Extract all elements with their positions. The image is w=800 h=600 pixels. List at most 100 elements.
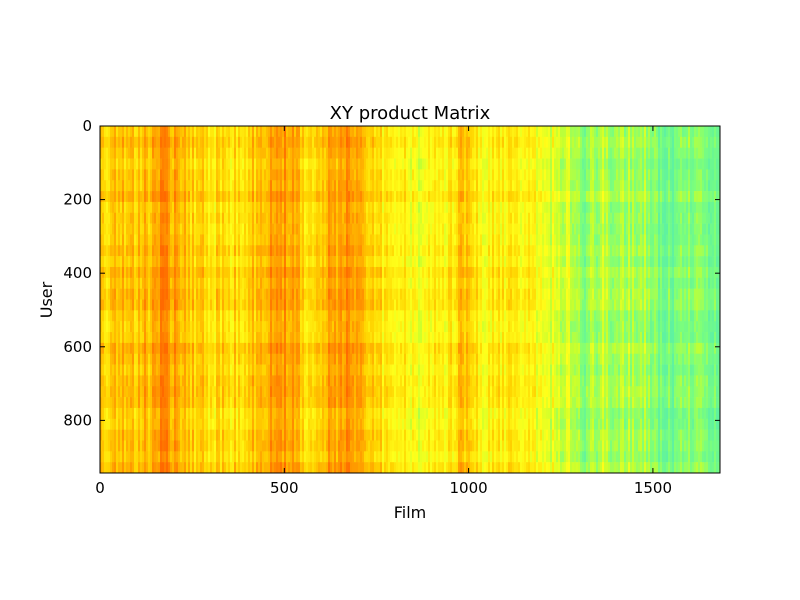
heatmap-cell xyxy=(326,353,329,365)
heatmap-cell xyxy=(218,212,221,224)
heatmap-cell xyxy=(114,462,117,474)
heatmap-cell xyxy=(272,288,275,300)
heatmap-cell xyxy=(114,407,117,420)
heatmap-cell xyxy=(158,429,161,441)
heatmap-cell xyxy=(356,136,359,148)
heatmap-cell xyxy=(278,245,281,257)
heatmap-cell xyxy=(222,147,225,159)
heatmap-cell xyxy=(114,386,117,398)
heatmap-cell xyxy=(160,397,163,409)
heatmap-cell xyxy=(228,310,231,322)
heatmap-cell xyxy=(360,201,363,214)
heatmap-cell xyxy=(144,223,147,235)
heatmap-cell xyxy=(398,332,401,344)
heatmap-cell xyxy=(216,332,219,344)
heatmap-cell xyxy=(226,375,229,387)
heatmap-cell xyxy=(286,375,289,387)
heatmap-cell xyxy=(102,375,105,387)
heatmap-cell xyxy=(136,212,139,224)
heatmap-cell xyxy=(356,277,359,289)
heatmap-cell xyxy=(198,201,201,214)
heatmap-cell xyxy=(156,418,159,430)
heatmap-cell xyxy=(252,266,255,279)
heatmap-cell xyxy=(386,342,389,355)
heatmap-cell xyxy=(348,288,351,300)
heatmap-cell xyxy=(362,288,365,300)
heatmap-cell xyxy=(346,180,349,192)
heatmap-cell xyxy=(248,375,251,387)
heatmap-cell xyxy=(242,462,245,474)
heatmap-cell xyxy=(124,429,127,441)
heatmap-cell xyxy=(372,321,375,333)
heatmap-cell xyxy=(160,136,163,148)
heatmap-cell xyxy=(156,223,159,235)
heatmap-cell xyxy=(400,234,403,246)
heatmap-cell xyxy=(128,342,131,355)
heatmap-cell xyxy=(350,180,353,192)
heatmap-cell xyxy=(254,364,257,376)
heatmap-cell xyxy=(248,169,251,181)
heatmap-cell xyxy=(196,147,199,159)
heatmap-cell xyxy=(286,451,289,463)
heatmap-cell xyxy=(312,191,315,203)
heatmap-cell xyxy=(230,299,233,311)
heatmap-cell xyxy=(122,191,125,203)
heatmap-cell xyxy=(396,288,399,300)
heatmap-cell xyxy=(194,342,197,355)
heatmap-cell xyxy=(132,321,135,333)
heatmap-cell xyxy=(288,418,291,430)
heatmap-cell xyxy=(118,440,121,452)
heatmap-cell xyxy=(354,126,357,138)
heatmap-cell xyxy=(262,321,265,333)
heatmap-cell xyxy=(364,169,367,181)
heatmap-cell xyxy=(142,136,145,148)
heatmap-cell xyxy=(232,126,235,138)
heatmap-cell xyxy=(248,212,251,224)
heatmap-cell xyxy=(324,397,327,409)
heatmap-cell xyxy=(104,266,107,279)
heatmap-cell xyxy=(368,299,371,311)
heatmap-cell xyxy=(386,386,389,398)
heatmap-cell xyxy=(214,375,217,387)
heatmap-cell xyxy=(172,277,175,289)
heatmap-cell xyxy=(136,201,139,214)
heatmap-cell xyxy=(158,169,161,181)
heatmap-cell xyxy=(194,386,197,398)
heatmap-cell xyxy=(138,332,141,344)
heatmap-cell xyxy=(248,451,251,463)
heatmap-cell xyxy=(266,277,269,289)
heatmap-cell xyxy=(224,212,227,224)
heatmap-cell xyxy=(248,234,251,246)
heatmap-cell xyxy=(252,342,255,355)
heatmap-cell xyxy=(122,342,125,355)
heatmap-cell xyxy=(128,158,131,170)
heatmap-cell xyxy=(178,353,181,365)
heatmap-cell xyxy=(232,288,235,300)
heatmap-cell xyxy=(374,386,377,398)
heatmap-cell xyxy=(350,353,353,365)
heatmap-cell xyxy=(146,397,149,409)
heatmap-cell xyxy=(154,321,157,333)
heatmap-cell xyxy=(346,353,349,365)
heatmap-cell xyxy=(110,418,113,430)
heatmap-cell xyxy=(248,321,251,333)
heatmap-cell xyxy=(348,299,351,311)
heatmap-cell xyxy=(382,364,385,376)
heatmap-cell xyxy=(344,451,347,463)
heatmap-cell xyxy=(206,277,209,289)
heatmap-cell xyxy=(324,180,327,192)
heatmap-cell xyxy=(380,440,383,452)
heatmap-cell xyxy=(278,332,281,344)
heatmap-cell xyxy=(396,397,399,409)
heatmap-cell xyxy=(370,353,373,365)
heatmap-cell xyxy=(324,407,327,420)
heatmap-cell xyxy=(200,191,203,203)
heatmap-cell xyxy=(200,147,203,159)
heatmap-cell xyxy=(240,462,243,474)
heatmap-cell xyxy=(230,212,233,224)
heatmap-cell xyxy=(142,126,145,138)
heatmap-cell xyxy=(318,342,321,355)
heatmap-cell xyxy=(144,375,147,387)
heatmap-cell xyxy=(304,169,307,181)
heatmap-cell xyxy=(252,310,255,322)
